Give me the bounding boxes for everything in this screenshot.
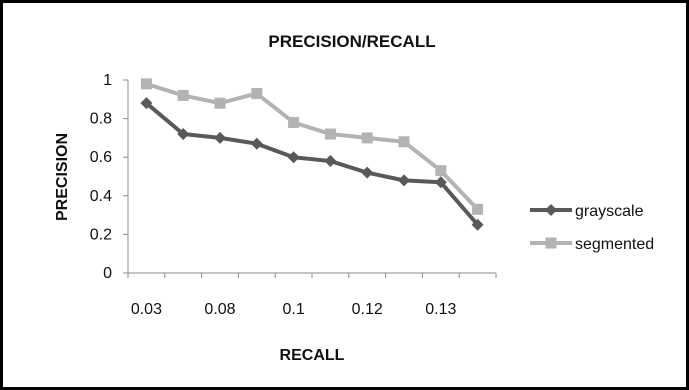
data-point-segmented	[361, 132, 373, 144]
x-tick-label: 0.08	[204, 301, 235, 318]
series-layer	[140, 78, 484, 231]
data-point-grayscale	[361, 166, 374, 179]
y-tick-label: 1	[103, 72, 112, 89]
data-point-segmented	[472, 203, 484, 215]
chart-title: PRECISION/RECALL	[268, 32, 435, 51]
legend-marker-segmented	[545, 237, 557, 249]
y-tick-label: 0.8	[90, 111, 112, 128]
data-point-grayscale	[177, 128, 190, 141]
data-point-grayscale	[287, 151, 300, 164]
data-point-grayscale	[140, 97, 153, 110]
data-point-segmented	[214, 97, 226, 109]
data-point-grayscale	[214, 131, 226, 144]
data-point-grayscale	[324, 155, 337, 168]
legend-label-segmented: segmented	[575, 236, 654, 253]
x-ticks: 0.03 0.08 0.1 0.12 0.13	[127, 273, 497, 318]
data-point-grayscale	[434, 176, 447, 189]
data-point-segmented	[140, 78, 152, 90]
data-point-segmented	[435, 165, 447, 177]
data-point-grayscale	[398, 174, 410, 187]
legend: grayscale segmented	[530, 203, 654, 253]
y-tick-label: 0.4	[90, 188, 112, 205]
y-ticks: 0 0.2 0.4 0.6 0.8 1	[90, 72, 128, 282]
series-segmented	[140, 78, 484, 215]
y-tick-label: 0	[103, 265, 112, 282]
series-grayscale	[140, 97, 484, 231]
legend-marker-grayscale	[545, 204, 557, 216]
x-tick-label: 0.12	[352, 301, 383, 318]
series-line-grayscale	[145, 101, 480, 227]
data-point-segmented	[177, 89, 189, 101]
legend-label-grayscale: grayscale	[575, 203, 644, 220]
data-point-segmented	[251, 88, 263, 100]
legend-item-grayscale: grayscale	[530, 203, 644, 220]
x-tick-label: 0.1	[282, 301, 304, 318]
x-tick-label: 0.03	[131, 301, 162, 318]
x-tick-label: 0.13	[425, 301, 456, 318]
data-point-segmented	[324, 128, 336, 140]
y-tick-label: 0.6	[90, 149, 112, 166]
data-point-grayscale	[471, 218, 484, 231]
x-axis-title: RECALL	[280, 347, 345, 364]
y-axis-title: PRECISION	[54, 133, 71, 221]
y-tick-label: 0.2	[90, 226, 112, 243]
data-point-segmented	[398, 136, 410, 148]
series-line-segmented	[145, 81, 480, 211]
data-point-grayscale	[250, 137, 263, 150]
legend-item-segmented: segmented	[530, 236, 654, 253]
data-point-segmented	[288, 116, 300, 128]
